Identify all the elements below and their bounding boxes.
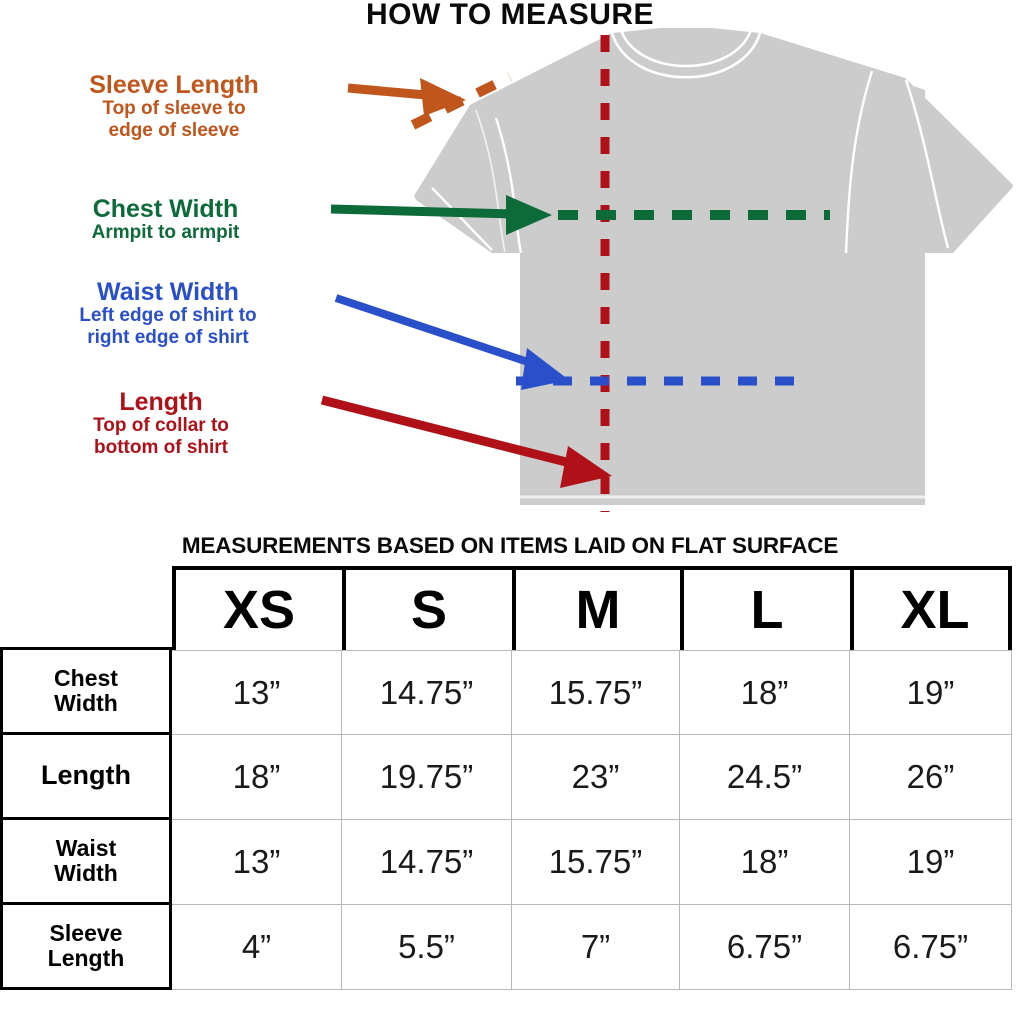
size-header-m: M xyxy=(516,570,684,650)
size-table-body: Chest Width 13” 14.75” 15.75” 18” 19” Length 18”… xyxy=(0,646,1020,990)
cell-xs-waist-width: 13” xyxy=(172,820,342,905)
callout-sleeve-length-desc-2: edge of sleeve xyxy=(108,119,240,141)
waist-width-arrow xyxy=(334,294,569,390)
callout-chest-width-heading: Chest Width xyxy=(92,195,239,223)
cell-l-length: 24.5” xyxy=(680,735,850,820)
table-row: Length 18” 19.75” 23” 24.5” 26” xyxy=(0,731,1020,820)
tshirt-illustration xyxy=(414,28,1013,505)
callout-waist-width-heading: Waist Width xyxy=(97,278,239,306)
row-label-line-2: Width xyxy=(54,689,118,716)
cell-l-waist-width: 18” xyxy=(680,820,850,905)
cell-xl-chest-width: 19” xyxy=(850,650,1012,735)
row-label-line-1: Chest xyxy=(54,664,118,691)
callout-waist-width: Waist Width Left edge of shirt to right … xyxy=(0,279,336,348)
row-label-line-1: Sleeve xyxy=(49,919,123,946)
cell-xl-length: 26” xyxy=(850,735,1012,820)
callout-length-desc-2: bottom of shirt xyxy=(93,436,229,458)
chest-width-arrow xyxy=(330,195,552,235)
size-table: XS S M L XL Chest Width 13” 14.75” 15.75” 18” 19” L… xyxy=(0,566,1020,1016)
table-row: Chest Width 13” 14.75” 15.75” 18” 19” xyxy=(0,646,1020,735)
size-header-s: S xyxy=(346,570,516,650)
cell-xs-chest-width: 13” xyxy=(172,650,342,735)
row-label-line-2: Length xyxy=(47,944,125,971)
callout-waist-width-desc-1: Left edge of shirt to xyxy=(79,305,257,327)
cell-s-chest-width: 14.75” xyxy=(342,650,512,735)
cell-s-waist-width: 14.75” xyxy=(342,820,512,905)
table-row: Waist Width 13” 14.75” 15.75” 18” 19” xyxy=(0,816,1020,905)
page-title: HOW TO MEASURE xyxy=(365,0,655,31)
cell-s-length: 19.75” xyxy=(342,735,512,820)
callout-sleeve-length-heading: Sleeve Length xyxy=(89,71,259,99)
cell-l-sleeve-length: 6.75” xyxy=(680,905,850,990)
callout-sleeve-length: Sleeve Length Top of sleeve to edge of s… xyxy=(0,72,348,141)
cell-m-sleeve-length: 7” xyxy=(512,905,680,990)
callout-length-desc-1: Top of collar to xyxy=(93,415,229,437)
row-label-line-1: Waist xyxy=(55,834,117,861)
callout-length: Length Top of collar to bottom of shirt xyxy=(0,389,322,458)
cell-xs-sleeve-length: 4” xyxy=(172,905,342,990)
row-label-length: Length xyxy=(0,731,172,820)
callout-length-heading: Length xyxy=(119,388,203,416)
callout-waist-width-desc-2: right edge of shirt xyxy=(87,326,249,348)
length-arrow xyxy=(320,395,612,488)
sleeve-length-arrow xyxy=(347,78,466,116)
size-header-xs: XS xyxy=(176,570,346,650)
row-label-sleeve-length: Sleeve Length xyxy=(0,901,172,990)
row-label-chest-width: Chest Width xyxy=(0,646,172,735)
callout-sleeve-length-desc-1: Top of sleeve to xyxy=(102,98,246,120)
cell-xs-length: 18” xyxy=(172,735,342,820)
size-header-xl: XL xyxy=(900,580,970,640)
cell-m-length: 23” xyxy=(512,735,680,820)
row-label-waist-width: Waist Width xyxy=(0,816,172,905)
cell-s-sleeve-length: 5.5” xyxy=(342,905,512,990)
cell-xl-waist-width: 19” xyxy=(850,820,1012,905)
cell-m-chest-width: 15.75” xyxy=(512,650,680,735)
table-row: Sleeve Length 4” 5.5” 7” 6.75” 6.75” xyxy=(0,901,1020,990)
callout-chest-width-desc-1: Armpit to armpit xyxy=(91,222,240,244)
size-table-header-row: XS S M L XL xyxy=(172,566,1012,654)
measurements-note: MEASUREMENTS BASED ON ITEMS LAID ON FLAT… xyxy=(181,533,839,558)
callout-chest-width: Chest Width Armpit to armpit xyxy=(0,196,331,244)
cell-l-chest-width: 18” xyxy=(680,650,850,735)
row-label-line-2: Width xyxy=(54,859,118,886)
measurement-diagram: Sleeve Length Top of sleeve to edge of s… xyxy=(0,28,1013,512)
size-header-l: L xyxy=(684,570,854,650)
cell-m-waist-width: 15.75” xyxy=(512,820,680,905)
cell-xl-sleeve-length: 6.75” xyxy=(850,905,1012,990)
